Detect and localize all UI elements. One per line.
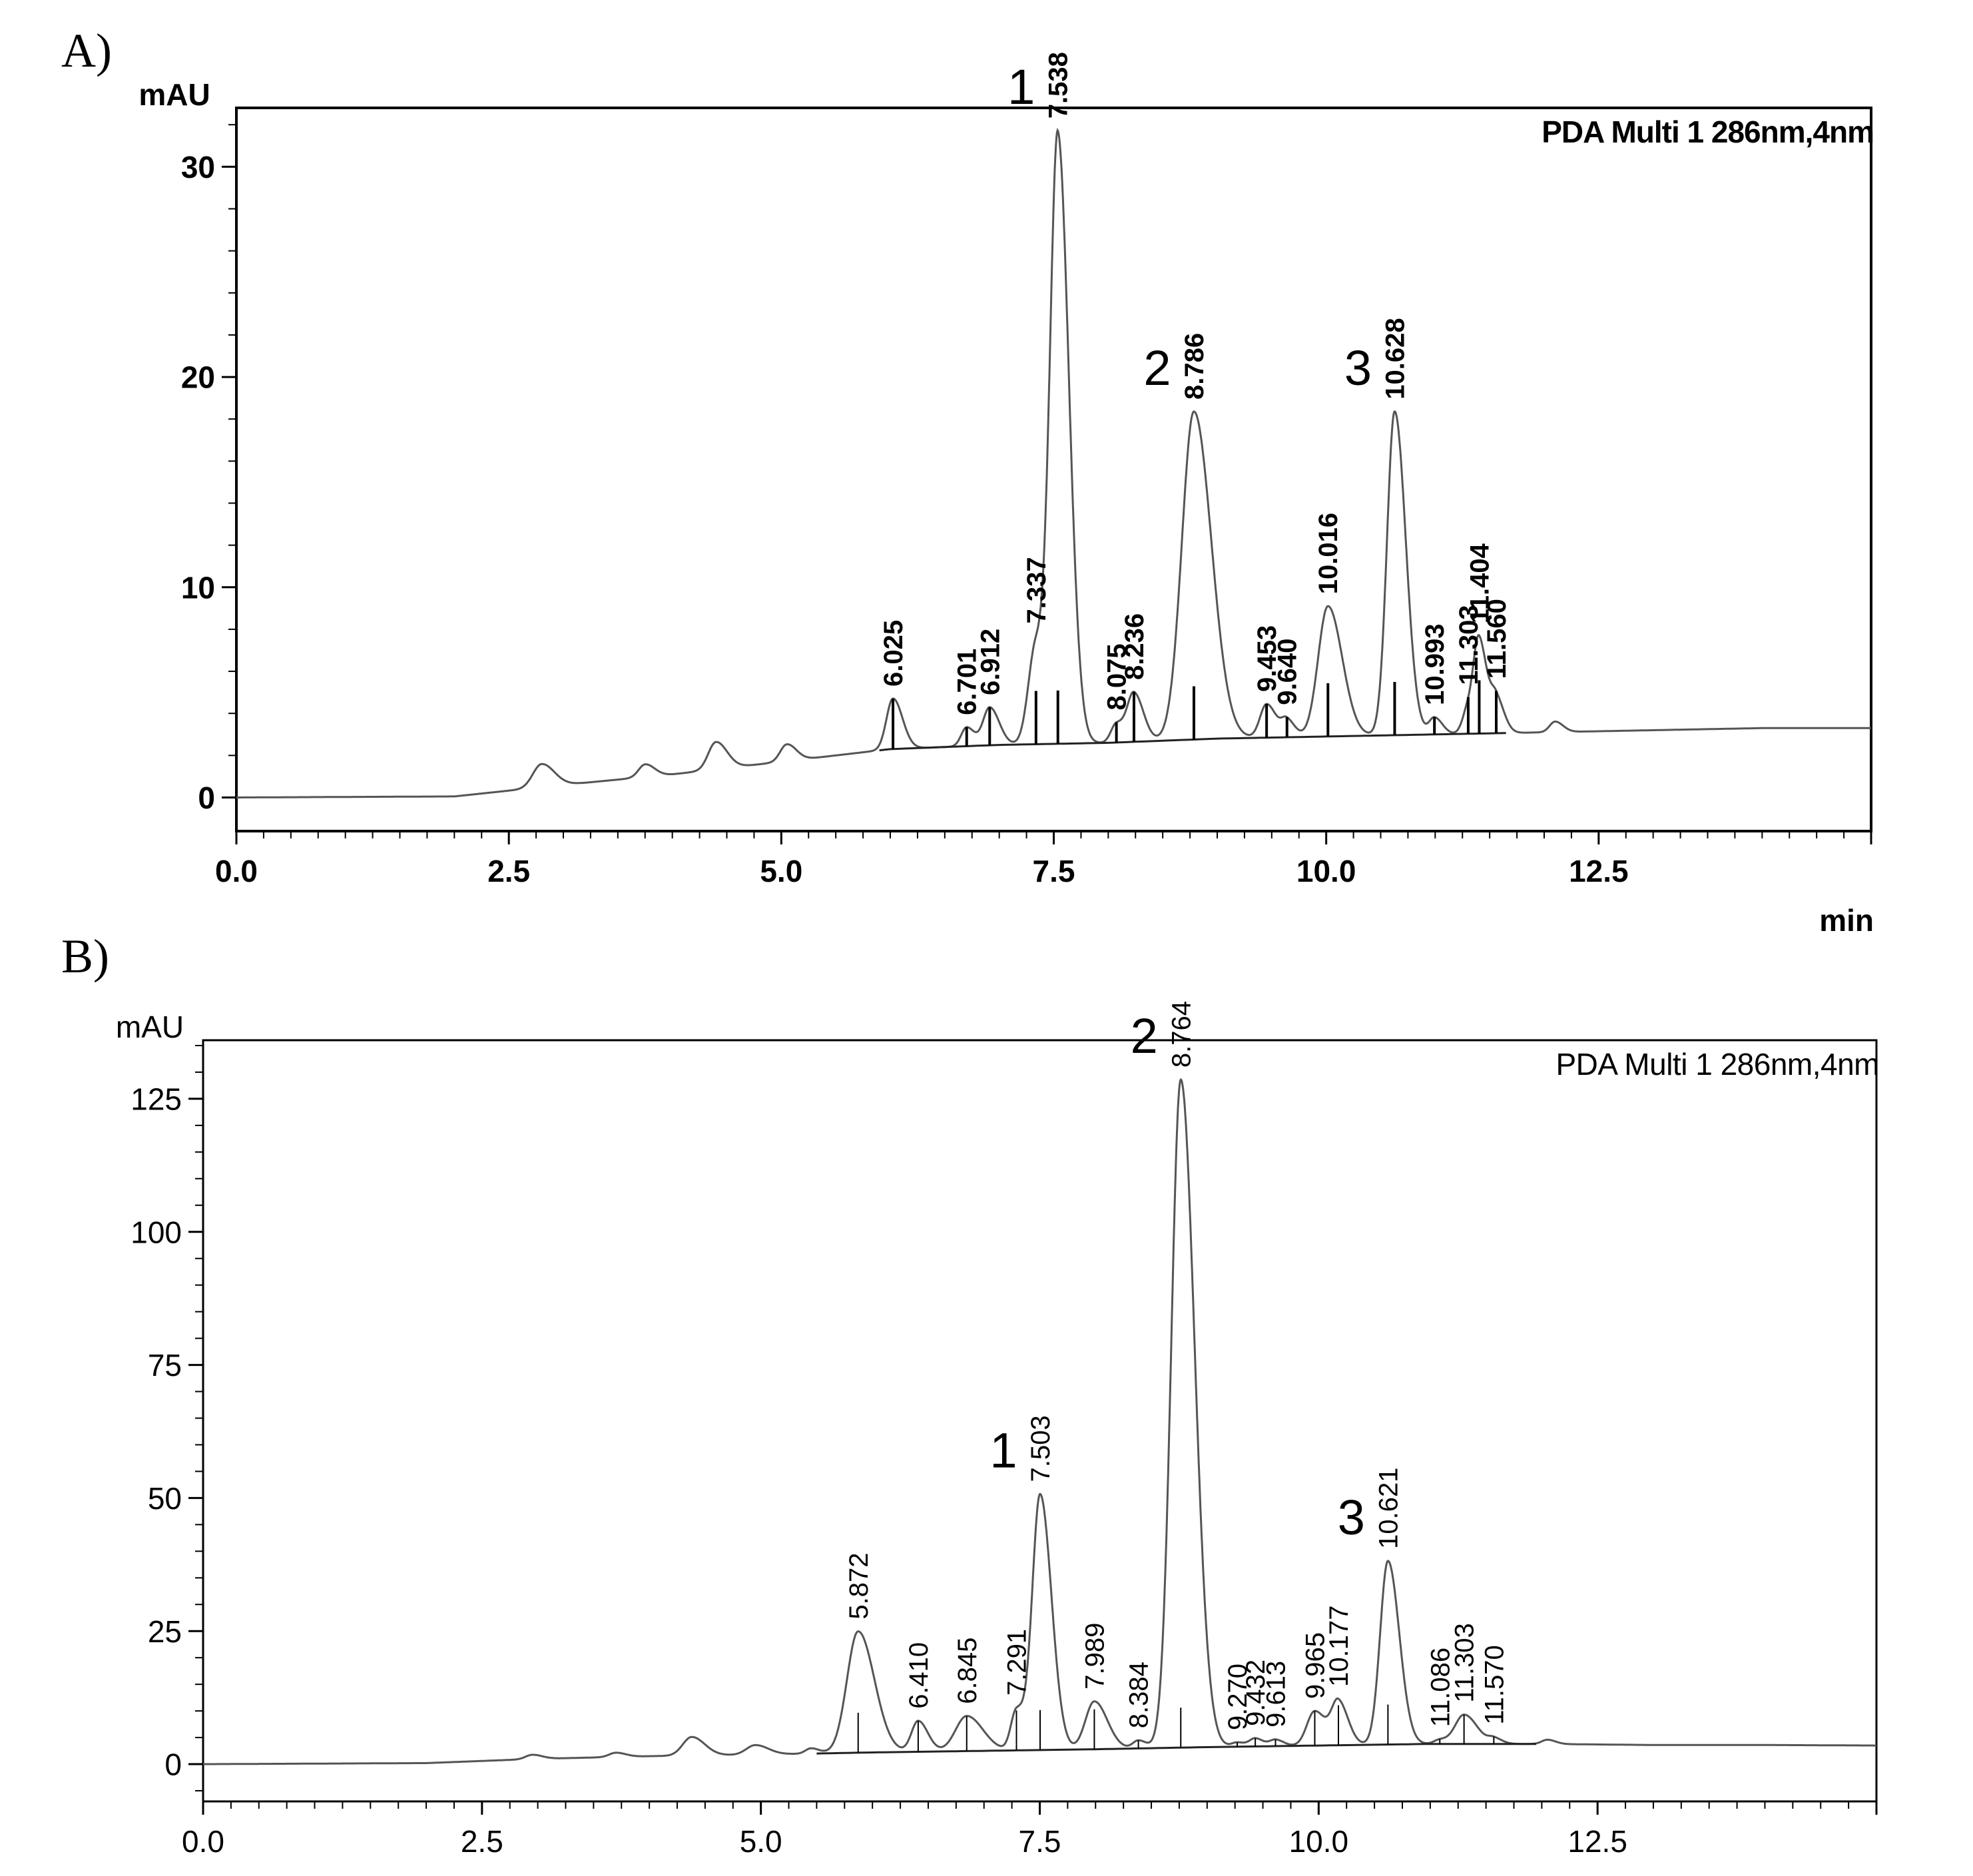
x-tick-label: 0.0 [182,1824,224,1859]
peak-rt-label: 10.177 [1324,1605,1354,1686]
peak-rt-label: 11.570 [1480,1645,1509,1724]
x-tick-label: 5.0 [740,1824,782,1859]
y-tick-label: 20 [181,360,215,395]
peak-rt-label: 7.989 [1080,1623,1109,1690]
peak-rt-label: 11.560 [1482,599,1512,679]
peak-rt-label: 7.538 [1044,52,1073,119]
peak-rt-label: 9.613 [1261,1661,1290,1727]
y-tick-label: 10 [181,570,215,605]
peak-rt-label: 6.845 [953,1638,982,1704]
signal-trace [236,127,1871,798]
x-tick-label: 10.0 [1289,1824,1349,1859]
peak-rt-label: 8.384 [1125,1662,1154,1728]
peak-number-annotation: 3 [1344,340,1372,396]
peak-rt-label: 9.270 [1223,1664,1253,1730]
peak-rt-label: 10.993 [1420,623,1450,705]
peak-rt-label: 5.872 [844,1553,874,1620]
x-tick-label: 7.5 [1019,1824,1061,1859]
chart-title: PDA Multi 1 286nm,4nm [1542,115,1874,149]
x-tick-label: 7.5 [1033,854,1075,888]
peak-rt-label: 9.640 [1273,639,1302,705]
x-tick-label: 0.0 [215,854,258,888]
peak-rt-label: 8.075 [1103,643,1132,710]
chart-b: 0 25 50 75 100 125 0.0 2.5 5.0 7.5 10.0 12.5 mAU PDA … [116,1001,1880,1859]
panel-a: A) 0 10 20 30 0.0 2.5 5.0 7.5 10.0 12.5 mAU min PDA … [61,24,1874,938]
peak-rt-label: 11.404 [1465,543,1494,623]
peak-number-annotation: 1 [1007,59,1035,115]
peak-number-annotation: 2 [1131,1008,1158,1064]
peak-rt-label: 6.912 [976,629,1005,695]
peak-number-annotation: 3 [1338,1490,1365,1545]
chart-a: 0 10 20 30 0.0 2.5 5.0 7.5 10.0 12.5 mAU min PDA Mul… [139,52,1874,938]
y-tick-label: 100 [131,1215,182,1249]
x-tick-label: 2.5 [461,1824,503,1859]
x-tick-label: 10.0 [1296,854,1356,888]
peak-rt-label: 10.628 [1380,318,1410,399]
x-tick-label: 5.0 [760,854,802,888]
signal-trace [203,1078,1876,1765]
peak-number-annotation: 2 [1143,340,1171,396]
peak-rt-label: 6.701 [953,649,982,715]
peak-rt-label: 7.291 [1003,1629,1032,1696]
y-tick-label: 125 [131,1082,182,1116]
peak-rt-label: 10.621 [1374,1467,1403,1548]
peak-rt-label: 9.965 [1300,1632,1330,1699]
peak-rt-label: 11.086 [1426,1648,1455,1727]
chart-title: PDA Multi 1 286nm,4nm [1555,1047,1879,1082]
peak-number-annotation: 1 [989,1422,1017,1478]
y-tick-label: 75 [148,1348,182,1383]
peak-rt-label: 7.503 [1026,1415,1055,1482]
panel-a-label: A) [61,24,112,77]
x-axis-label: min [1819,903,1874,938]
y-tick-label: 0 [198,781,215,815]
x-tick-label: 12.5 [1567,1824,1627,1859]
peak-rt-label: 6.025 [879,620,908,687]
peak-rt-label: 8.764 [1167,1001,1196,1068]
peak-rt-label: 9.453 [1253,625,1282,692]
x-tick-label: 12.5 [1569,854,1629,888]
peak-rt-label: 6.410 [904,1642,934,1709]
y-tick-label: 50 [148,1481,182,1516]
peak-rt-label: 9.432 [1241,1660,1270,1726]
peak-rt-label: 7.337 [1022,557,1051,623]
peak-rt-label: 11.303 [1450,1623,1480,1702]
peak-rt-label: 11.303 [1454,605,1484,685]
peak-rt-label: 8.786 [1180,333,1209,400]
y-axis-label: mAU [139,77,210,112]
x-tick-label: 2.5 [487,854,530,888]
y-tick-label: 0 [164,1747,182,1782]
peak-rt-label: 8.236 [1120,613,1149,680]
panel-b-label: B) [61,930,109,983]
panel-b: B) 0 25 50 75 100 125 0.0 2.5 5.0 7.5 10.0 12.5 mAU P… [61,930,1880,1859]
y-tick-label: 25 [148,1614,182,1649]
integration-baseline [879,732,1506,752]
integration-baseline [816,1743,1536,1755]
y-axis-label: mAU [116,1010,184,1044]
peak-rt-label: 10.016 [1314,513,1343,594]
y-tick-label: 30 [181,150,215,184]
